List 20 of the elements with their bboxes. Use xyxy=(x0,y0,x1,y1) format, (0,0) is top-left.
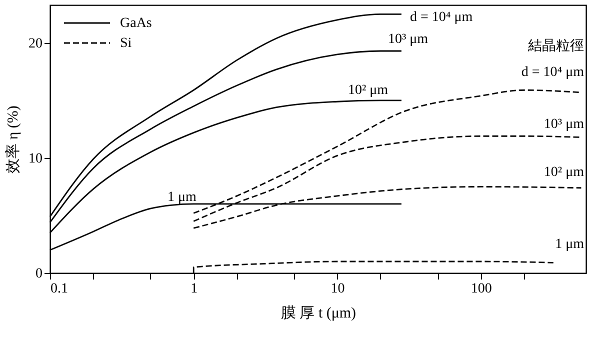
annotation: 結晶粒徑 xyxy=(527,38,584,54)
annotation: 10³ μm xyxy=(388,32,428,47)
x-tick-label: 0.1 xyxy=(50,282,68,296)
annotation: d = 10⁴ μm xyxy=(410,10,473,25)
annotation: 10² μm xyxy=(544,165,584,180)
y-axis-title: 效率 η (%) xyxy=(4,106,22,174)
x-tick-label: 100 xyxy=(470,282,492,296)
y-tick-label: 20 xyxy=(28,36,42,52)
y-tick-label: 10 xyxy=(28,151,42,166)
x-axis-title: 膜 厚 t (μm) xyxy=(280,304,356,322)
x-tick-label: 1 xyxy=(190,282,198,296)
x-tick-label: 10 xyxy=(330,282,345,296)
y-tick-label: 0 xyxy=(36,266,42,282)
annotation: d = 10⁴ μm xyxy=(521,65,584,80)
annotation: 1 μm xyxy=(168,190,197,205)
legend-label: GaAs xyxy=(120,16,152,31)
annotation: 10² μm xyxy=(348,83,388,98)
annotation: 10³ μm xyxy=(544,117,584,132)
legend-label: Si xyxy=(120,36,132,51)
annotation: 1 μm xyxy=(555,237,584,252)
